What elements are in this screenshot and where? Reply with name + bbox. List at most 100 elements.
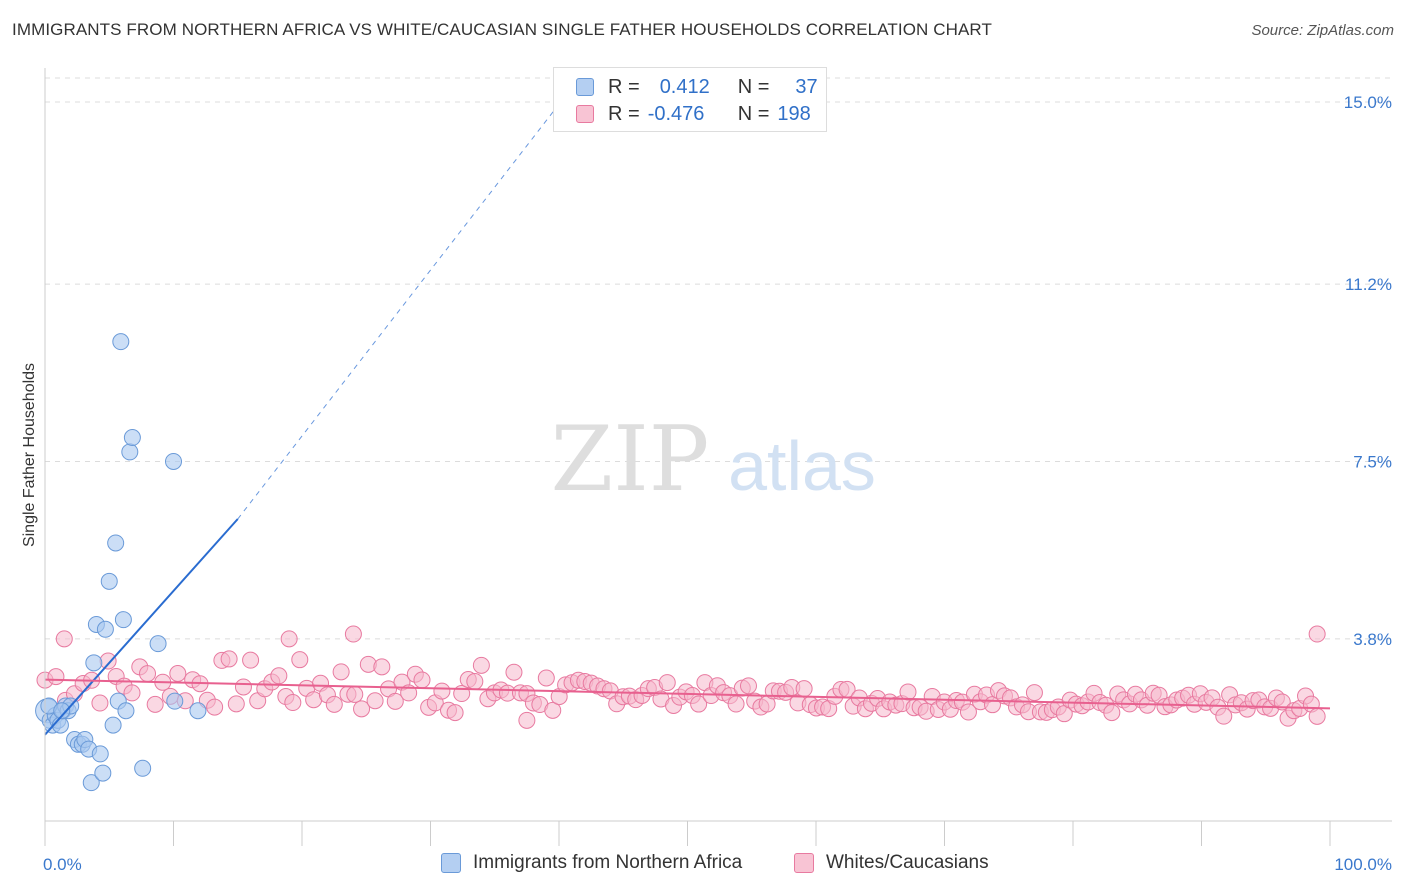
data-point-immigrants bbox=[96, 620, 114, 638]
tick-labels: 15.0% 11.2% 7.5% 3.8% 0.0% 100.0% bbox=[43, 93, 1392, 874]
data-point-whites bbox=[227, 695, 245, 713]
data-point-immigrants bbox=[165, 452, 182, 470]
data-point-whites bbox=[344, 625, 362, 643]
data-point-immigrants bbox=[107, 534, 125, 552]
data-point-whites bbox=[1025, 684, 1043, 702]
r-value: -0.476 bbox=[647, 102, 705, 125]
data-point-whites bbox=[727, 695, 745, 713]
data-point-whites bbox=[446, 704, 464, 722]
legend-swatch-whites bbox=[794, 853, 814, 873]
data-point-whites bbox=[99, 652, 117, 670]
data-point-whites bbox=[1308, 625, 1326, 643]
data-point-whites bbox=[206, 698, 224, 716]
data-point-whites bbox=[1103, 704, 1121, 722]
data-point-whites bbox=[353, 700, 371, 718]
data-point-whites bbox=[1273, 693, 1291, 711]
y-tick-label: 3.8% bbox=[1353, 630, 1392, 649]
data-point-whites bbox=[690, 695, 708, 713]
legend-item-immigrants: Immigrants from Northern Africa bbox=[441, 852, 742, 874]
data-point-whites bbox=[270, 667, 288, 685]
data-point-immigrants bbox=[94, 764, 112, 782]
legend-label-immigrants: Immigrants from Northern Africa bbox=[473, 852, 743, 873]
data-point-whites bbox=[795, 680, 813, 698]
trend-lines bbox=[44, 87, 1331, 736]
r-label: R = bbox=[608, 75, 640, 98]
legend-label-whites: Whites/Caucasians bbox=[826, 852, 989, 873]
data-point-whites bbox=[899, 683, 917, 701]
data-point-immigrants bbox=[117, 702, 135, 720]
trend-line-whites bbox=[44, 678, 1331, 710]
data-point-whites bbox=[386, 692, 404, 710]
stats-row-whites: R = -0.476 N = 198 bbox=[576, 101, 811, 127]
data-point-whites bbox=[413, 671, 431, 689]
data-point-whites bbox=[234, 678, 252, 696]
data-point-immigrants bbox=[134, 759, 152, 777]
data-point-immigrants bbox=[123, 429, 141, 447]
watermark-atlas: atlas bbox=[728, 427, 876, 505]
data-point-whites bbox=[433, 682, 451, 700]
data-point-immigrants bbox=[85, 654, 103, 672]
data-point-whites bbox=[959, 703, 977, 721]
data-point-whites bbox=[658, 674, 676, 692]
data-point-whites bbox=[280, 630, 298, 648]
data-point-immigrants bbox=[149, 635, 167, 653]
n-label: N = bbox=[737, 75, 770, 98]
n-value: 37 bbox=[795, 75, 818, 98]
y-tick-label: 11.2% bbox=[1345, 275, 1392, 294]
data-point-whites bbox=[139, 665, 157, 683]
data-point-whites bbox=[169, 664, 187, 682]
data-point-whites bbox=[291, 651, 309, 669]
grid bbox=[45, 77, 1392, 640]
axes bbox=[44, 68, 1392, 846]
data-point-whites bbox=[366, 692, 384, 710]
data-point-whites bbox=[505, 663, 523, 681]
data-point-whites bbox=[400, 684, 418, 702]
swatch-immigrants bbox=[576, 78, 594, 96]
data-point-immigrants bbox=[189, 702, 207, 720]
watermark-zip: ZIP bbox=[551, 407, 710, 512]
data-point-immigrants bbox=[53, 702, 71, 720]
x-tick-label: 100.0% bbox=[1334, 855, 1392, 874]
chart-title: IMMIGRANTS FROM NORTHERN AFRICA VS WHITE… bbox=[12, 20, 992, 39]
data-point-whites bbox=[373, 658, 391, 676]
legend-swatch-immigrants bbox=[441, 853, 461, 873]
data-point-immigrants bbox=[112, 333, 130, 351]
data-point-whites bbox=[220, 650, 238, 668]
watermark: ZIP atlas bbox=[551, 407, 876, 512]
swatch-whites bbox=[576, 105, 594, 123]
r-label: R = bbox=[608, 102, 640, 125]
data-point-immigrants bbox=[166, 692, 184, 710]
data-point-whites bbox=[47, 668, 65, 686]
trend-line-immigrants-extension bbox=[237, 87, 573, 520]
data-point-whites bbox=[346, 685, 364, 703]
data-point-whites bbox=[55, 630, 73, 648]
data-point-whites bbox=[332, 663, 350, 681]
data-point-whites bbox=[518, 711, 536, 729]
data-point-immigrants bbox=[114, 611, 132, 629]
data-point-whites bbox=[544, 701, 562, 719]
data-point-whites bbox=[1308, 707, 1326, 725]
data-point-immigrants bbox=[104, 716, 122, 734]
data-point-immigrants bbox=[121, 443, 139, 461]
data-point-whites bbox=[537, 669, 555, 687]
series-immigrants-points bbox=[35, 333, 207, 792]
r-value: 0.412 bbox=[659, 75, 710, 98]
data-point-whites bbox=[739, 677, 757, 695]
x-tick-label: 0.0% bbox=[43, 855, 82, 874]
trend-line-immigrants bbox=[44, 518, 239, 736]
data-point-whites bbox=[123, 684, 141, 702]
data-point-whites bbox=[91, 694, 109, 712]
n-value: 198 bbox=[777, 102, 811, 125]
data-point-whites bbox=[284, 694, 302, 712]
y-tick-label: 15.0% bbox=[1344, 93, 1392, 112]
n-label: N = bbox=[737, 102, 770, 125]
chart-source: Source: ZipAtlas.com bbox=[1251, 22, 1394, 39]
stats-legend: R = 0.412 N = 37 R = -0.476 N = 198 bbox=[553, 67, 827, 132]
data-point-whites bbox=[472, 656, 490, 674]
data-point-whites bbox=[1215, 707, 1233, 725]
legend-item-whites: Whites/Caucasians bbox=[794, 852, 989, 874]
y-axis-label: Single Father Households bbox=[21, 362, 38, 548]
data-point-immigrants bbox=[82, 774, 100, 792]
data-point-whites bbox=[146, 695, 164, 713]
